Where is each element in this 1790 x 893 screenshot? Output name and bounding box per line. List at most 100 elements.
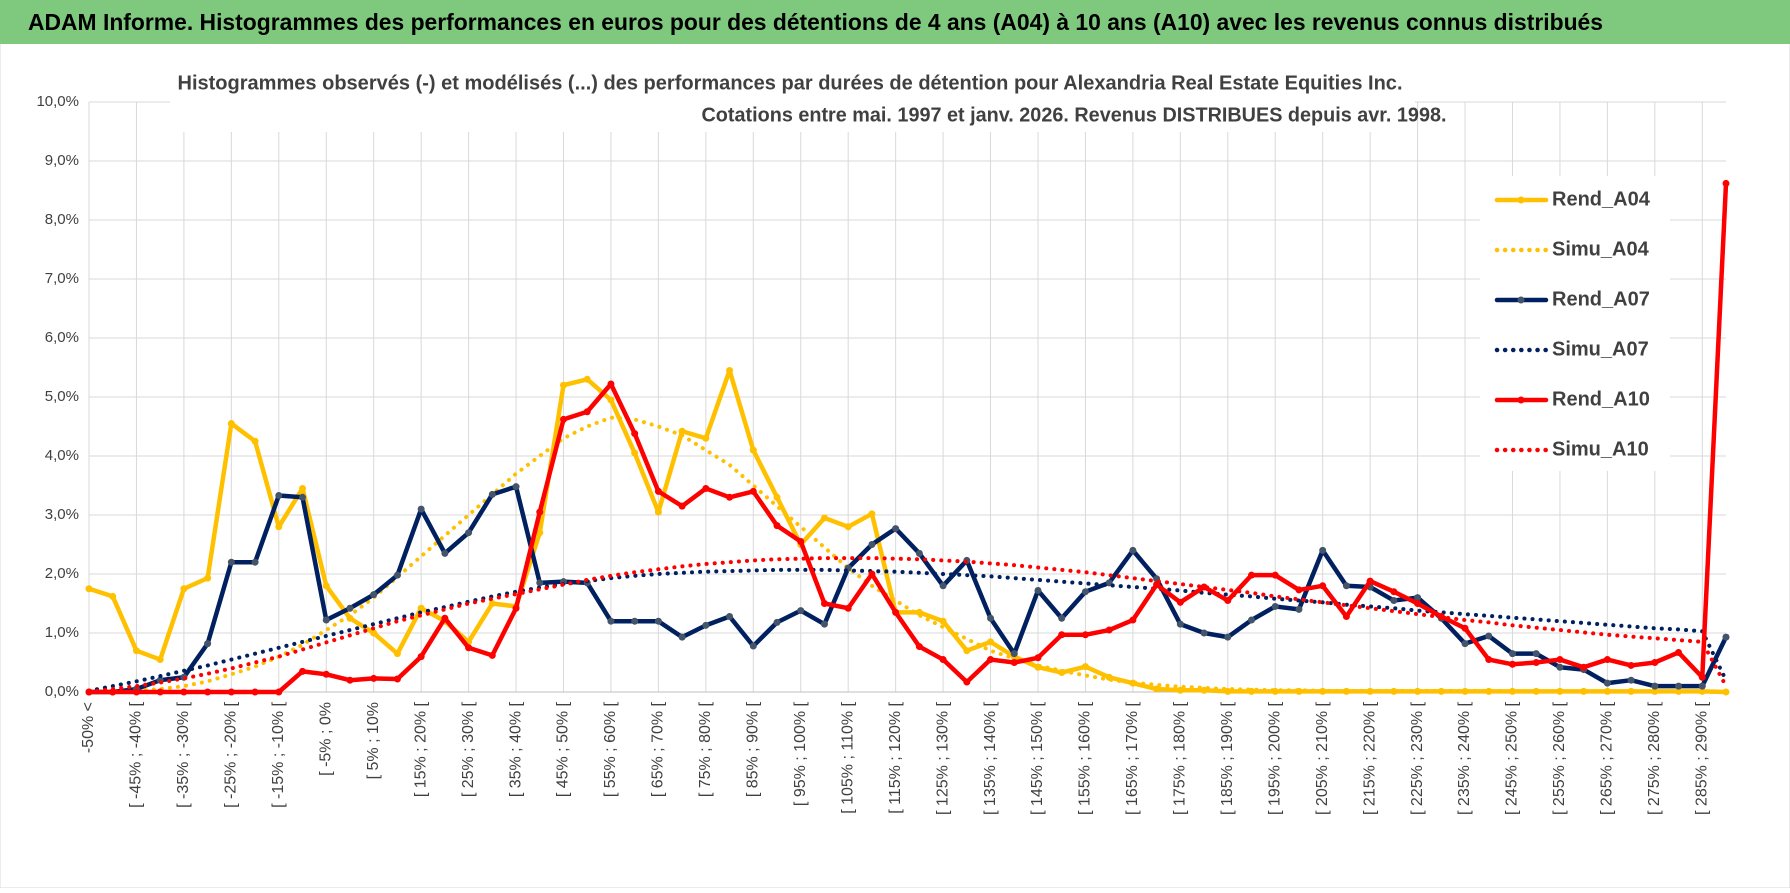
point [1508, 687, 1516, 695]
point [465, 529, 473, 537]
point [1603, 679, 1611, 687]
point [773, 522, 781, 530]
point [322, 670, 330, 678]
point [1081, 631, 1089, 639]
point [322, 616, 330, 624]
point [465, 644, 473, 652]
point [559, 415, 567, 423]
point [251, 437, 259, 445]
x-tick-label: [ 185% ; 190% [ [1219, 701, 1236, 815]
point [631, 430, 639, 438]
point [1342, 582, 1350, 590]
point [109, 592, 117, 600]
x-tick-label: [ 55% ; 60% [ [602, 701, 619, 797]
y-tick-label: 3,0% [45, 506, 79, 523]
point [1627, 661, 1635, 669]
point [156, 656, 164, 664]
legend-label: Simu_A10 [1552, 438, 1649, 460]
point [868, 541, 876, 548]
point [726, 493, 734, 501]
x-tick-label: [ 145% ; 150% [ [1029, 701, 1046, 815]
point [1224, 597, 1232, 605]
point [1081, 663, 1089, 671]
series-line [87, 415, 1728, 694]
point [607, 380, 615, 388]
point [488, 600, 496, 607]
point [1224, 633, 1232, 641]
point [512, 604, 520, 612]
x-tick-label: [ 5% ; 10% [365, 702, 382, 779]
legend-marker [1517, 296, 1525, 304]
point [1081, 588, 1089, 596]
point [939, 617, 947, 625]
x-tick-label: [ 195% ; 200% [ [1266, 701, 1283, 815]
point [1342, 612, 1350, 620]
point [417, 653, 425, 661]
point [227, 558, 235, 566]
point [299, 667, 307, 675]
y-tick-label: 1,0% [45, 624, 79, 641]
point [346, 676, 354, 684]
series-line [86, 181, 1729, 695]
chart-subtitle: Cotations entre mai. 1997 et janv. 2026.… [702, 104, 1447, 126]
x-tick-label: [ 235% ; 240% [ [1456, 701, 1473, 815]
x-tick-label: [ 225% ; 230% [ [1409, 701, 1426, 815]
legend-marker [1517, 196, 1525, 204]
point [1556, 687, 1564, 695]
point [797, 607, 805, 615]
point [773, 618, 781, 626]
point [820, 514, 828, 522]
point [1248, 616, 1256, 624]
point [678, 427, 686, 435]
point [1414, 600, 1422, 607]
point [1390, 597, 1398, 605]
y-tick-label: 2,0% [45, 565, 79, 582]
point [227, 420, 235, 428]
point [1675, 682, 1683, 690]
point [1603, 656, 1611, 664]
point [1176, 620, 1184, 628]
point [820, 600, 828, 607]
point [536, 529, 544, 537]
point [1200, 629, 1208, 637]
point [1556, 656, 1564, 664]
y-tick-label: 9,0% [45, 152, 79, 169]
point [393, 650, 401, 658]
point [583, 375, 591, 383]
legend-label: Simu_A04 [1552, 238, 1650, 260]
point [1295, 586, 1303, 594]
point [251, 688, 259, 696]
point [275, 492, 283, 500]
point [1580, 687, 1588, 695]
point [915, 643, 923, 651]
point [797, 538, 805, 546]
x-tick-label: [ 255% ; 260% [ [1551, 701, 1568, 815]
point [702, 484, 710, 492]
point [1034, 654, 1042, 662]
point [987, 614, 995, 622]
point [607, 617, 615, 625]
legend-box [1480, 176, 1670, 471]
point [1129, 616, 1137, 624]
point [512, 483, 520, 491]
point [702, 621, 710, 629]
x-tick-label: [ -15% ; -10% [ [270, 701, 287, 807]
point [939, 582, 947, 590]
point [1580, 663, 1588, 671]
x-tick-label: [ 245% ; 250% [ [1504, 701, 1521, 815]
point [488, 490, 496, 498]
series-line [86, 484, 1729, 695]
point [631, 617, 639, 625]
point [844, 604, 852, 612]
point [370, 629, 378, 637]
x-tick-label: [ 65% ; 70% [ [650, 701, 667, 797]
point [251, 558, 259, 566]
series-line [87, 567, 1728, 693]
x-tick-label: [ 45% ; 50% [ [555, 701, 572, 797]
point [1485, 656, 1493, 664]
point [1271, 602, 1279, 610]
point [892, 608, 900, 616]
point [726, 612, 734, 620]
point [1248, 571, 1256, 579]
legend-label: Simu_A07 [1552, 338, 1649, 360]
